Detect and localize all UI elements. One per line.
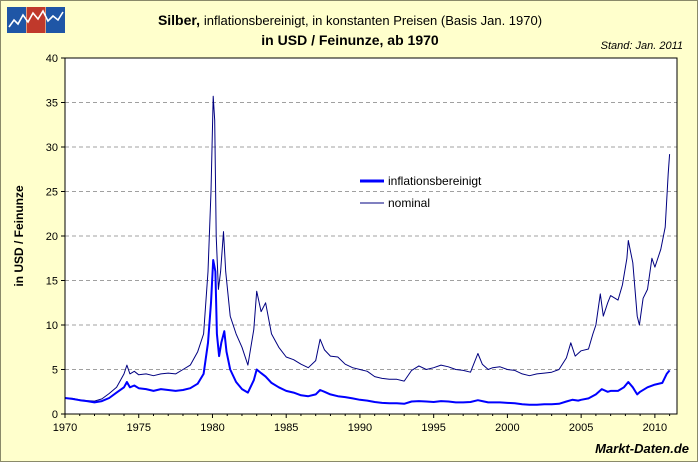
y-axis-ticks: 0 5 10 15 20 25 30 35 40 <box>46 53 65 421</box>
market-data-logo-icon <box>7 7 65 33</box>
stand-date: Stand: Jan. 2011 <box>600 40 683 52</box>
y-tick-label: 15 <box>46 276 58 288</box>
x-tick-label: 1990 <box>348 422 372 434</box>
grid-lines <box>65 102 677 370</box>
legend-label: nominal <box>388 196 430 210</box>
y-tick-label: 5 <box>52 365 58 377</box>
plot-border <box>64 57 678 415</box>
y-tick-label: 10 <box>46 320 58 332</box>
chart-subtitle: in USD / Feinunze, ab 1970 <box>261 32 439 48</box>
y-tick-label: 20 <box>46 231 58 243</box>
legend: inflationsbereinigt nominal <box>360 174 482 210</box>
series-lines <box>64 95 671 406</box>
y-tick-label: 25 <box>46 187 58 199</box>
x-axis-ticks: 1970 1975 1980 1985 1990 1995 2000 2005 2010 <box>53 414 671 434</box>
y-tick-label: 30 <box>46 142 58 154</box>
y-tick-label: 35 <box>46 98 58 110</box>
y-tick-label: 0 <box>52 409 58 421</box>
title-bold: Silber, <box>157 12 200 28</box>
series-line-nominal <box>64 95 671 402</box>
legend-label: inflationsbereinigt <box>388 174 482 188</box>
chart-title: Silber, inflationsbereinigt, in konstant… <box>1 12 698 28</box>
x-tick-label: 1970 <box>53 422 77 434</box>
source-label: Markt-Daten.de <box>595 441 689 456</box>
y-tick-label: 40 <box>46 53 58 65</box>
x-tick-label: 1995 <box>421 422 445 434</box>
x-tick-label: 2010 <box>643 422 667 434</box>
x-tick-label: 1980 <box>200 422 224 434</box>
x-tick-label: 1985 <box>274 422 298 434</box>
series-line-inflationsbereinigt <box>64 259 671 406</box>
x-tick-label: 1975 <box>126 422 150 434</box>
title-rest: inflationsbereinigt, in konstanten Preis… <box>203 13 543 28</box>
x-tick-label: 2000 <box>495 422 519 434</box>
x-tick-label: 2005 <box>569 422 593 434</box>
